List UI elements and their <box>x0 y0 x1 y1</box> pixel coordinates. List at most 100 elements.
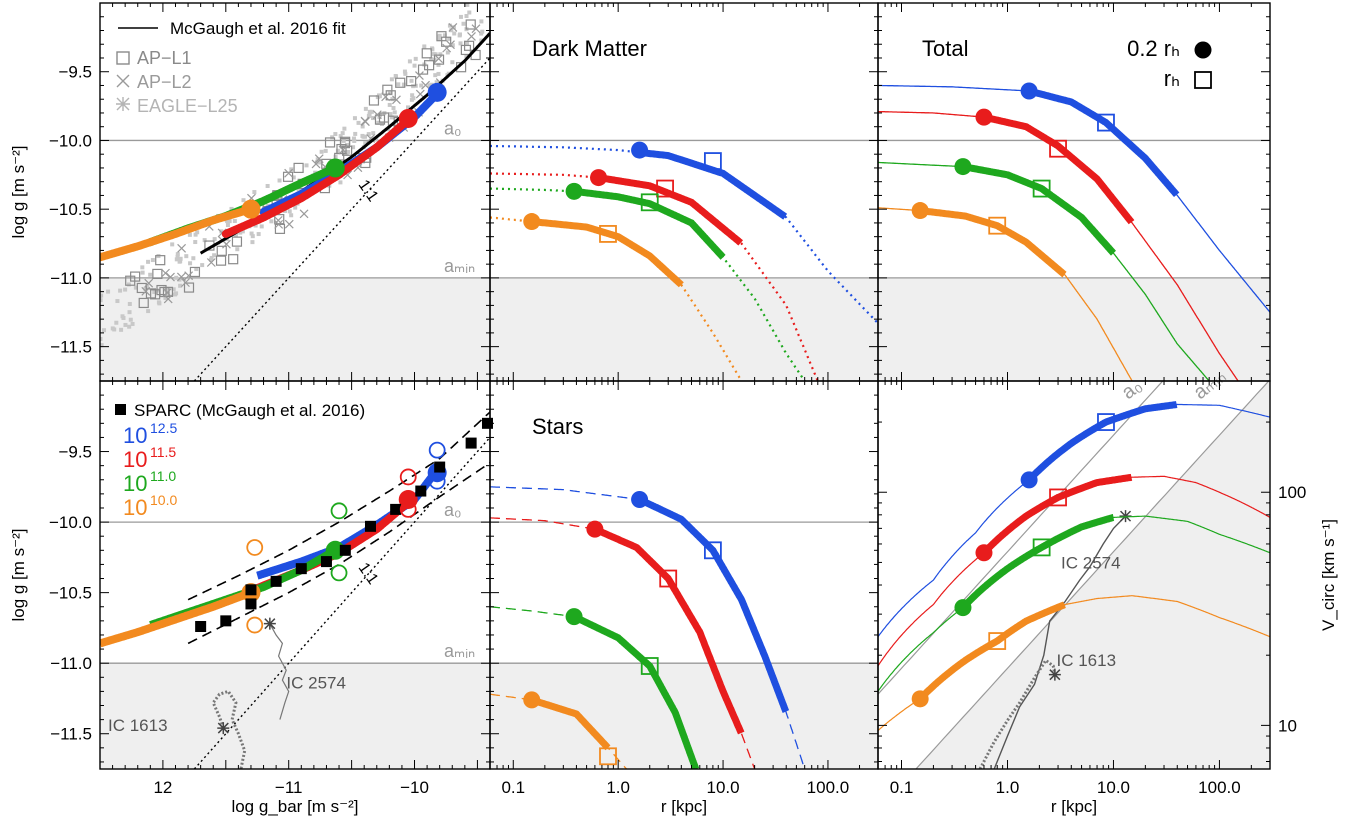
ic1613-label: IC 1613 <box>108 716 168 735</box>
ap-l1-point <box>385 90 396 101</box>
ap-l2-point <box>274 219 284 229</box>
eagle-point <box>126 282 131 287</box>
eagle-point <box>130 321 135 326</box>
sparc-point <box>465 437 477 449</box>
model-variant-circle <box>246 539 264 556</box>
eagle-point <box>429 57 434 62</box>
eagle-point <box>184 254 189 259</box>
eagle-point <box>318 160 323 165</box>
eagle-point <box>319 149 324 154</box>
ap-l1-point <box>189 266 201 278</box>
eagle-point <box>229 206 234 211</box>
bold-profile-3 <box>531 218 684 288</box>
bold-rotation-curve-3 <box>917 601 1066 702</box>
ap-l2-point <box>161 268 170 278</box>
y-tick-label: 100 <box>1278 483 1306 502</box>
eagle-point <box>287 209 292 214</box>
eagle-point <box>436 37 441 42</box>
sparc-point <box>245 584 257 596</box>
y-tick-label: −11.5 <box>50 338 92 357</box>
eagle-point <box>259 224 264 229</box>
ap-l1-point <box>406 76 417 87</box>
model-variant-circle <box>399 500 417 518</box>
half-light-0.2-point-2 <box>954 158 972 176</box>
eagle-point <box>249 231 254 236</box>
thin-profile-2 <box>490 187 806 381</box>
ap-l2-point <box>144 278 154 288</box>
eagle-point <box>115 299 120 304</box>
ap-l2-point <box>162 288 172 298</box>
sparc-point <box>195 620 207 632</box>
eagle-point <box>413 56 418 61</box>
eagle-point <box>464 54 469 59</box>
eagle-point <box>100 298 103 303</box>
halo-track-1 <box>221 115 413 238</box>
acceleration-guide-line-1 <box>915 381 1270 769</box>
eagle-point <box>177 259 182 264</box>
x-tick-label: 1.0 <box>606 778 630 797</box>
eagle-point <box>106 289 111 294</box>
bold-rotation-curve-0 <box>1026 401 1178 483</box>
sparc-envelope-lower <box>187 462 490 645</box>
shaded-region <box>490 663 878 769</box>
eagle-point <box>140 270 145 275</box>
eagle-point <box>304 163 309 168</box>
eagle-point <box>253 223 258 228</box>
eagle-point <box>340 131 345 136</box>
eagle-point <box>458 41 463 46</box>
sparc-point <box>295 563 307 575</box>
eagle-point <box>114 320 119 325</box>
legend-circle-swatch <box>1194 41 1212 59</box>
eagle-point <box>391 106 396 111</box>
ic2574-label: IC 2574 <box>286 674 346 693</box>
ap-l1-point <box>463 40 475 51</box>
ap-l1-point <box>136 282 147 294</box>
eagle-point <box>371 116 376 121</box>
eagle-point <box>178 283 183 288</box>
eagle-point <box>335 148 340 153</box>
eagle-point <box>422 44 427 49</box>
ap-l2-point <box>471 24 481 34</box>
eagle-point <box>342 126 347 131</box>
eagle-point <box>256 232 261 237</box>
half-light-point-0 <box>703 541 722 560</box>
eagle-point <box>277 178 282 183</box>
x-tick-label: 12 <box>153 778 172 797</box>
eagle-point <box>193 232 198 237</box>
shaded-region <box>100 663 490 769</box>
eagle-point <box>156 288 161 293</box>
y-tick-label: −11.5 <box>50 725 92 744</box>
x-tick-label: 100.0 <box>807 778 850 797</box>
shaded-region <box>878 381 1270 769</box>
eagle-point <box>352 138 357 143</box>
ap-l2-point <box>273 215 283 225</box>
eagle-point <box>396 82 401 87</box>
eagle-point <box>202 238 207 243</box>
y-axis-label-vcirc: V_circ [km s⁻¹] <box>1319 519 1338 631</box>
half-light-0.2-point-3 <box>911 690 929 708</box>
y-tick-label: −11.0 <box>50 269 92 288</box>
y-tick-label: −10.0 <box>49 513 92 532</box>
ap-l1-point <box>216 245 227 256</box>
ap-l1-point <box>155 255 166 266</box>
eagle-point <box>100 343 104 348</box>
bold-profile-2 <box>573 187 726 260</box>
eagle-point <box>102 328 107 333</box>
eagle-point <box>437 33 442 38</box>
eagle-point <box>225 223 230 228</box>
half-light-0.2-point-1 <box>975 544 993 562</box>
dwarf-endpoint-marker <box>263 617 276 630</box>
eagle-point <box>171 287 176 292</box>
eagle-point <box>212 237 217 242</box>
eagle-point <box>157 301 162 306</box>
eagle-point <box>363 134 368 139</box>
ap-l2-point <box>311 159 321 169</box>
eagle-point <box>333 154 338 159</box>
eagle-point <box>209 255 214 260</box>
half-light-point-2 <box>1032 179 1051 198</box>
ap-l1-point <box>145 288 157 299</box>
ap-l2-point <box>166 272 175 282</box>
legend-sparc-swatch <box>115 404 126 415</box>
eagle-point <box>175 252 180 257</box>
half-light-point-2 <box>1032 538 1051 557</box>
